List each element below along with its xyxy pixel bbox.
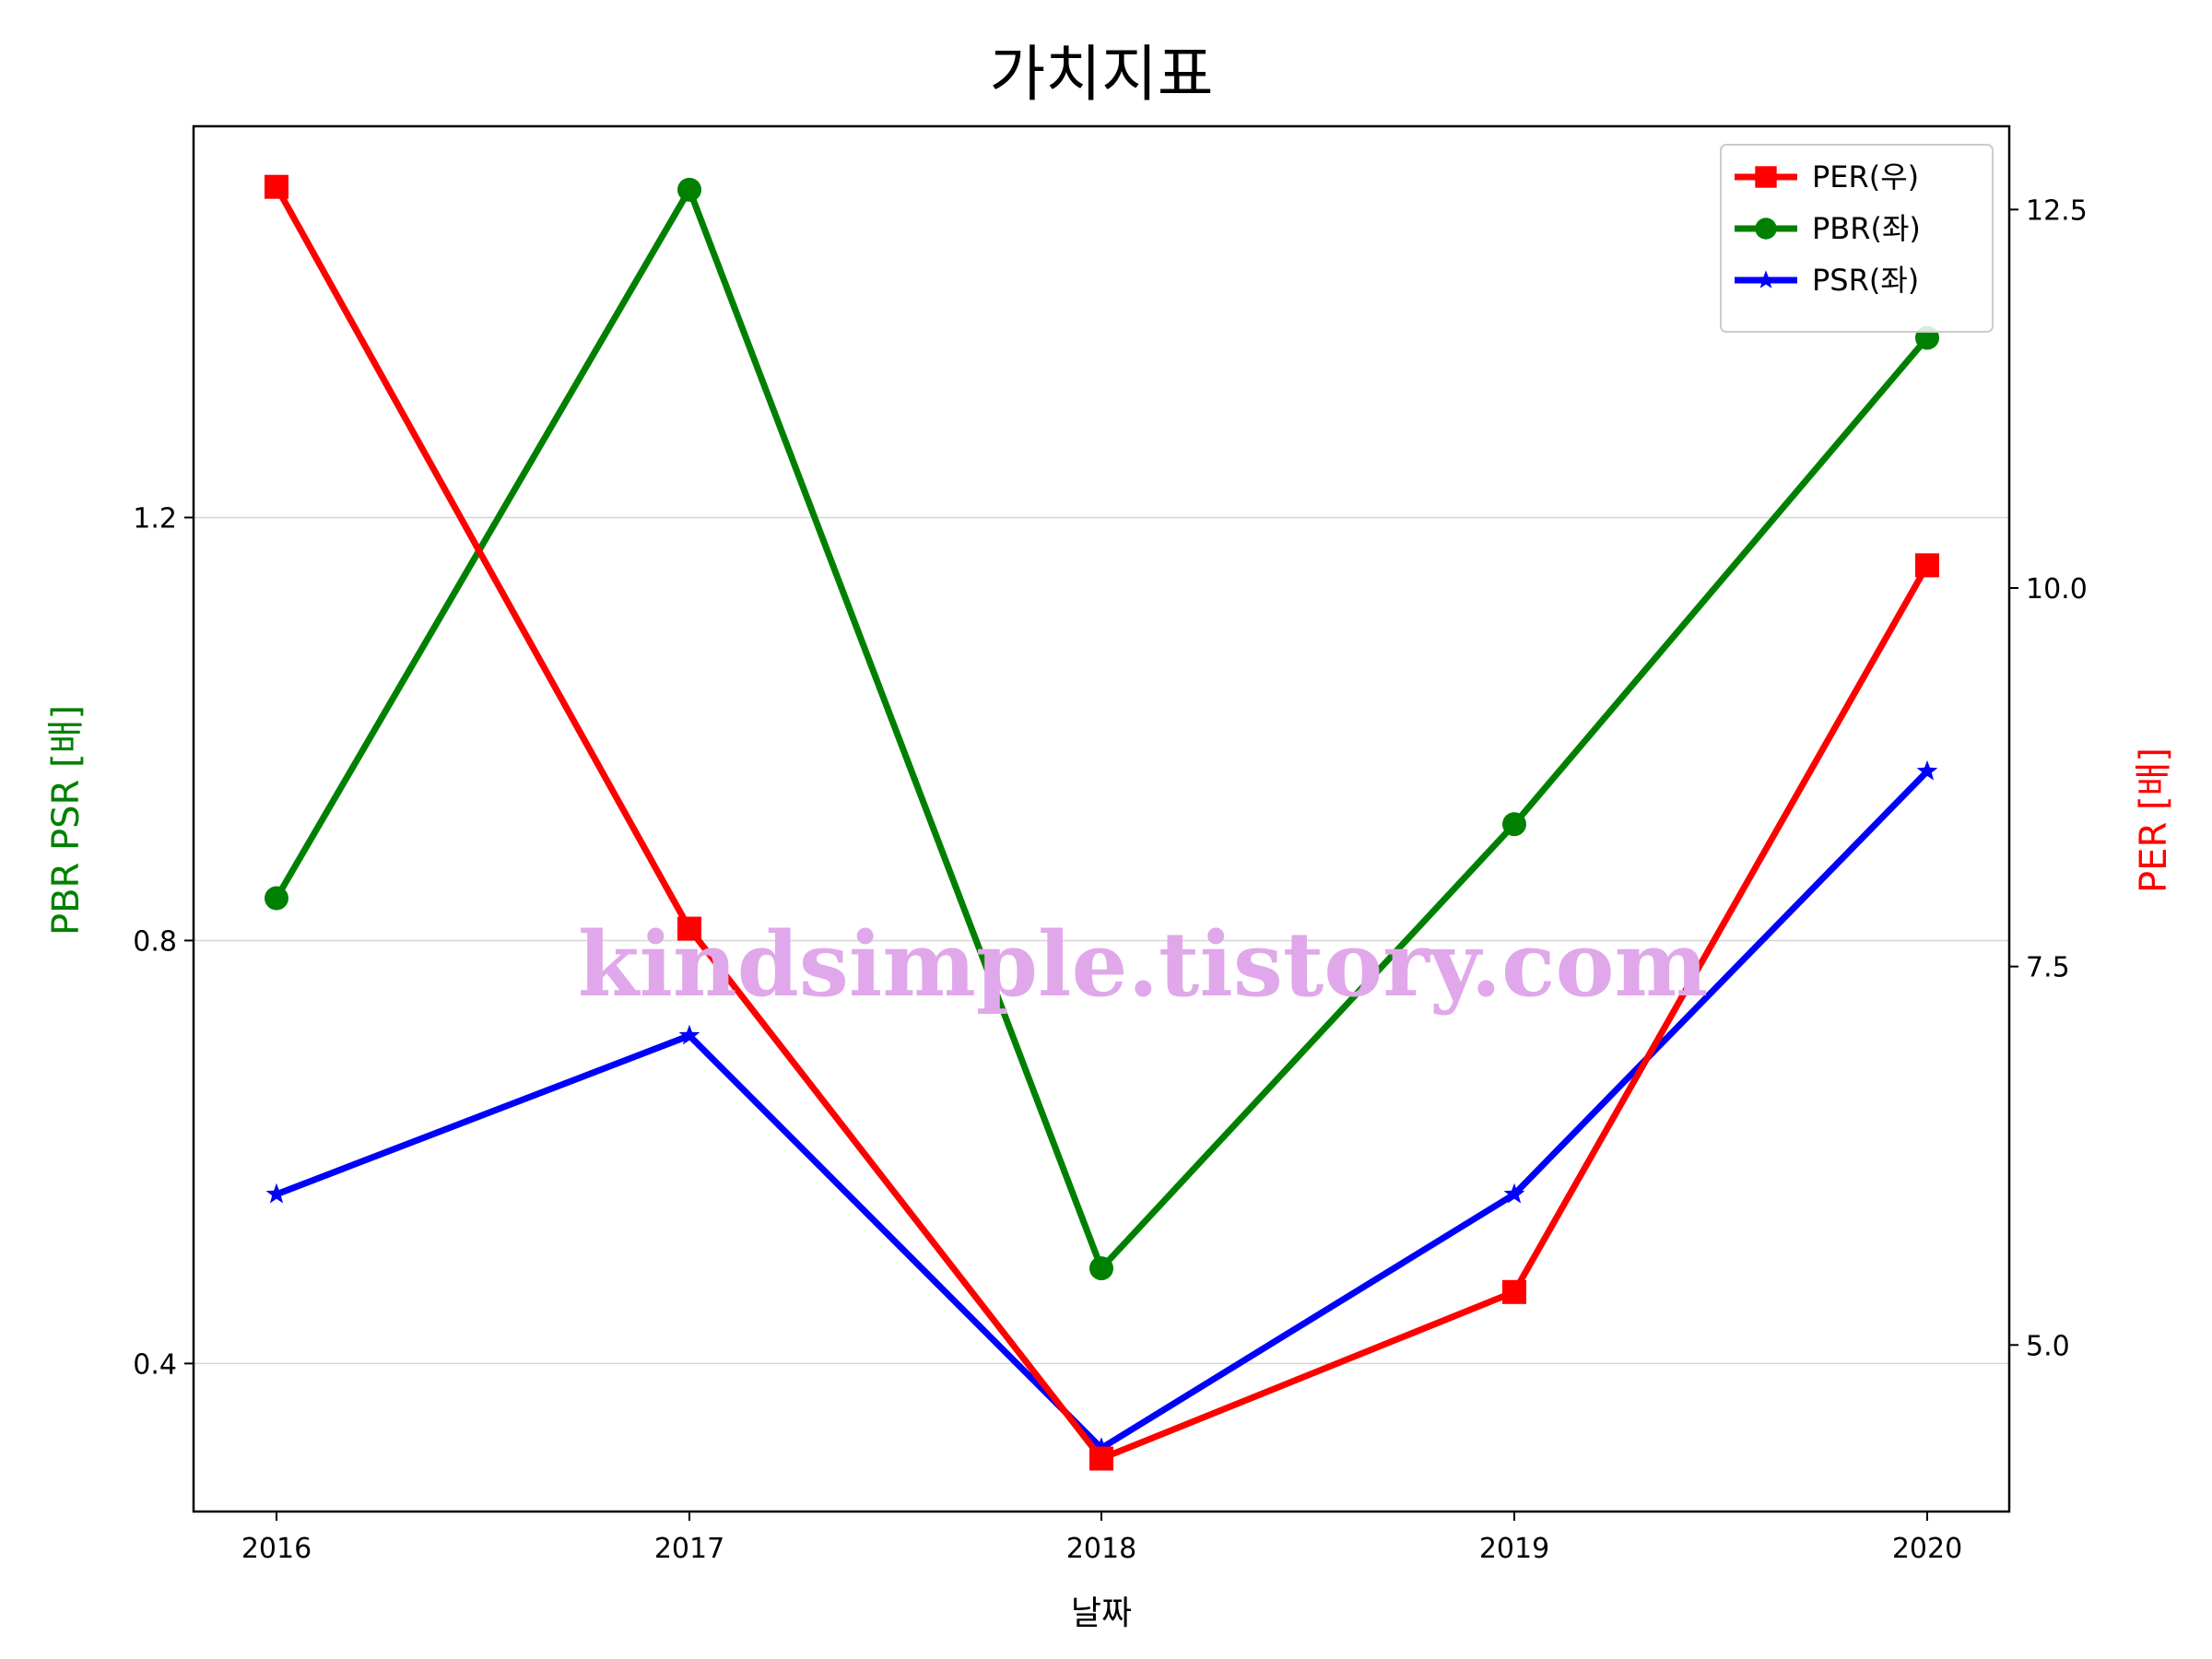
legend-marker xyxy=(1755,166,1777,188)
legend[interactable]: PER(우) PBR(좌) PSR(좌) xyxy=(1720,144,1994,333)
legend-label: PSR(좌) xyxy=(1812,263,1919,298)
y-right-tick-label: 10.0 xyxy=(2026,573,2088,606)
y-axis-left: 0.4 0.8 1.2 xyxy=(133,503,194,1381)
legend-item-per[interactable]: PER(우) xyxy=(1735,159,1919,194)
pbr-point xyxy=(1089,1256,1113,1281)
x-axis: 2016 2017 2018 2019 2020 xyxy=(241,1512,1962,1565)
legend-label: PBR(좌) xyxy=(1812,211,1921,246)
legend-marker xyxy=(1756,270,1776,288)
psr-point xyxy=(678,1024,700,1045)
y-left-tick-label: 0.4 xyxy=(133,1348,177,1381)
series-layer xyxy=(265,174,1939,1471)
psr-point xyxy=(1916,759,1938,781)
pbr-point xyxy=(1502,812,1526,837)
legend-box xyxy=(1720,144,1994,333)
y-axis-left-title: PBR PSR [배] xyxy=(45,705,88,935)
pbr-point xyxy=(677,177,701,202)
x-tick-label: 2016 xyxy=(241,1533,312,1565)
y-right-tick-label: 12.5 xyxy=(2026,194,2088,227)
x-tick-label: 2017 xyxy=(654,1533,724,1565)
y-right-tick-label: 7.5 xyxy=(2026,952,2070,984)
y-axis-right-title: PER [배] xyxy=(2133,747,2175,893)
psr-point xyxy=(1503,1182,1525,1204)
x-tick-label: 2018 xyxy=(1066,1533,1136,1565)
per-point xyxy=(1915,553,1939,578)
pbr-series-line xyxy=(273,186,1930,1272)
chart-title: 가치지표 xyxy=(990,39,1214,110)
per-point xyxy=(1502,1279,1526,1304)
y-axis-right: 5.0 7.5 10.0 12.5 xyxy=(2009,194,2088,1362)
psr-series-line xyxy=(275,769,1930,1452)
x-axis-title: 날짜 xyxy=(1071,1594,1132,1632)
plot-frame xyxy=(192,124,2011,1513)
per-point xyxy=(1089,1446,1113,1471)
per-point xyxy=(677,916,701,941)
y-right-tick-label: 5.0 xyxy=(2026,1330,2070,1362)
watermark: kindsimple.tistory.com xyxy=(578,912,1708,1017)
legend-marker xyxy=(1755,218,1777,240)
y-left-tick-label: 0.8 xyxy=(133,925,177,958)
per-point xyxy=(265,174,288,199)
legend-item-psr[interactable]: PSR(좌) xyxy=(1735,263,1919,298)
psr-point xyxy=(265,1182,288,1204)
pbr-point xyxy=(265,886,288,911)
legend-item-pbr[interactable]: PBR(좌) xyxy=(1735,211,1921,246)
y-left-tick-label: 1.2 xyxy=(133,503,177,535)
x-tick-label: 2020 xyxy=(1892,1533,1962,1565)
legend-label: PER(우) xyxy=(1812,159,1919,194)
x-tick-label: 2019 xyxy=(1479,1533,1549,1565)
